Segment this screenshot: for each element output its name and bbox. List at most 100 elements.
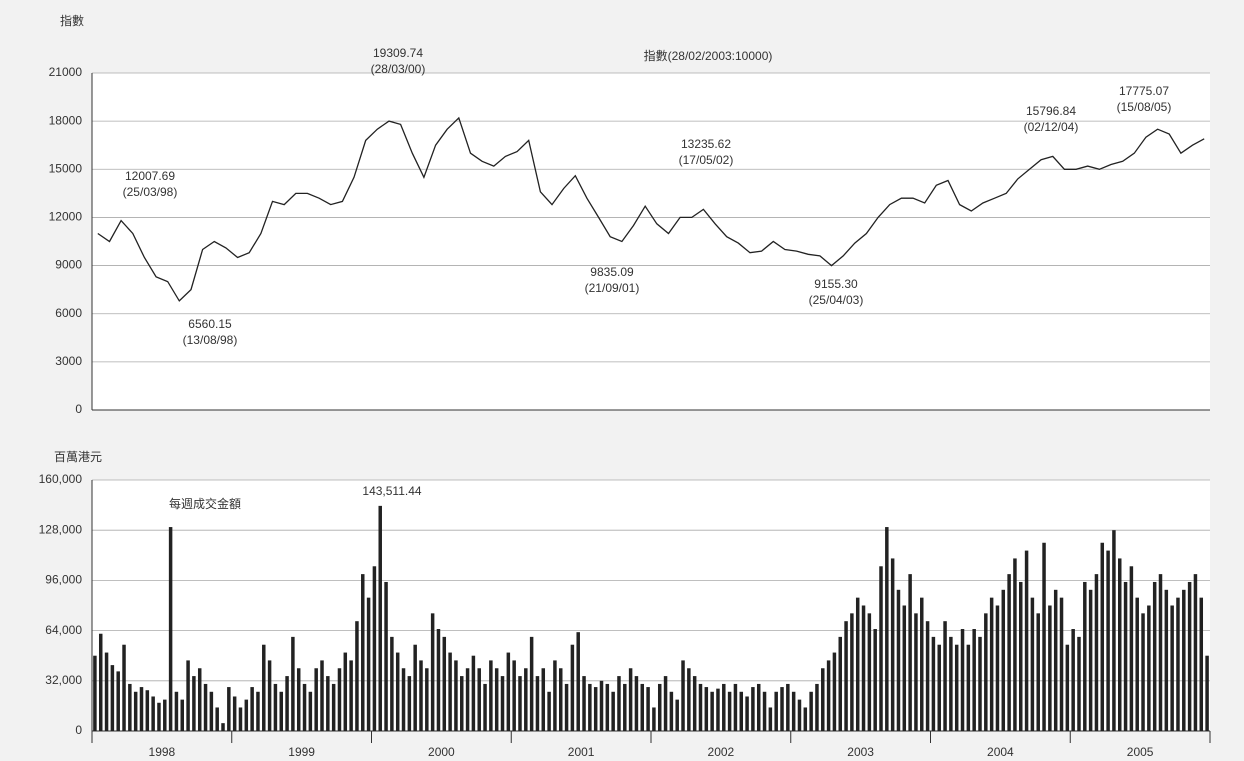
volume-bar xyxy=(756,683,761,731)
volume-bar xyxy=(116,671,120,731)
volume-bar xyxy=(314,668,318,731)
volume-bar xyxy=(1141,613,1145,731)
volume-bar xyxy=(564,683,569,731)
x-tick-label: 2005 xyxy=(1127,745,1154,759)
volume-bar xyxy=(722,683,726,731)
volume-bar xyxy=(331,683,336,731)
volume-bar xyxy=(203,683,208,731)
volume-bar xyxy=(1123,581,1128,731)
volume-bar xyxy=(180,699,185,731)
volume-bar xyxy=(908,574,912,731)
volume-bar xyxy=(949,636,953,731)
volume-bar xyxy=(797,699,802,731)
volume-bar xyxy=(698,683,703,731)
volume-bar xyxy=(1176,597,1180,731)
volume-bar xyxy=(267,660,272,731)
volume-bar xyxy=(657,683,662,731)
y-tick-label: 21000 xyxy=(49,65,83,79)
annotation-date: (13/08/98) xyxy=(183,333,238,347)
volume-bar xyxy=(1112,530,1116,731)
volume-bar xyxy=(611,691,615,731)
volume-bar xyxy=(192,676,196,731)
volume-bar xyxy=(1199,597,1204,731)
volume-bar xyxy=(524,668,528,731)
volume-bar xyxy=(821,668,825,731)
volume-bar xyxy=(349,660,353,731)
volume-bar xyxy=(465,668,470,731)
annotation-value: 9155.30 xyxy=(814,277,858,291)
volume-bar xyxy=(768,707,773,731)
volume-bar xyxy=(256,691,260,731)
y-tick-label: 9000 xyxy=(55,258,82,272)
volume-bar xyxy=(372,566,377,731)
volume-bar xyxy=(378,505,382,731)
volume-bar xyxy=(1065,644,1070,731)
volume-bar xyxy=(221,723,225,731)
volume-bar xyxy=(1152,581,1157,731)
volume-bar xyxy=(1100,542,1105,731)
y-tick-label: 64,000 xyxy=(45,623,82,637)
volume-bar xyxy=(460,676,464,731)
volume-bar xyxy=(1182,589,1186,731)
volume-bar xyxy=(558,668,563,731)
volume-bar xyxy=(954,644,959,731)
volume-bar xyxy=(541,668,546,731)
y-tick-label: 128,000 xyxy=(39,522,83,536)
volume-bar xyxy=(1158,574,1163,731)
volume-bar xyxy=(786,683,790,731)
volume-bar xyxy=(483,683,487,731)
volume-bar xyxy=(407,676,412,731)
x-tick-label: 2002 xyxy=(708,745,735,759)
volume-bar xyxy=(809,691,813,731)
volume-bar xyxy=(1036,613,1040,731)
volume-bar xyxy=(890,558,895,731)
volume-bar xyxy=(1019,581,1023,731)
volume-bar xyxy=(110,665,115,731)
volume-bar xyxy=(978,636,982,731)
volume-bar xyxy=(500,676,505,731)
volume-bar xyxy=(931,636,936,731)
volume-bar xyxy=(867,613,872,731)
x-tick-label: 2000 xyxy=(428,745,455,759)
volume-bar xyxy=(593,687,598,731)
volume-bar xyxy=(122,644,126,731)
volume-bar xyxy=(273,683,278,731)
volume-bar xyxy=(1147,605,1151,731)
volume-bar xyxy=(902,605,907,731)
volume-bar xyxy=(844,621,848,731)
x-tick-label: 2004 xyxy=(987,745,1014,759)
volume-bar xyxy=(727,691,732,731)
annotation-value: 9835.09 xyxy=(590,265,634,279)
volume-bar xyxy=(1094,574,1099,731)
volume-bar xyxy=(570,644,575,731)
x-tick-label: 1999 xyxy=(288,745,315,759)
y-tick-label: 12000 xyxy=(49,210,83,224)
y-tick-label: 18000 xyxy=(49,113,83,127)
volume-bar xyxy=(197,668,202,731)
volume-bar xyxy=(1135,597,1139,731)
y-axis-label: 指數 xyxy=(60,13,84,28)
volume-bar xyxy=(1117,558,1122,731)
volume-bar xyxy=(1193,574,1198,731)
volume-bar xyxy=(896,589,901,731)
volume-bar xyxy=(454,660,458,731)
volume-bar xyxy=(401,668,406,731)
volume-bar xyxy=(413,644,417,731)
volume-bar xyxy=(489,660,493,731)
volume-bar xyxy=(128,683,132,731)
volume-bar xyxy=(628,668,633,731)
volume-bar xyxy=(966,644,971,731)
volume-bar xyxy=(704,687,709,731)
volume-bar xyxy=(442,636,447,731)
volume-bar xyxy=(343,652,348,731)
x-tick-label: 1998 xyxy=(149,745,176,759)
y-tick-label: 6000 xyxy=(55,306,82,320)
volume-bar xyxy=(186,660,190,731)
volume-bar xyxy=(605,683,610,731)
volume-bar xyxy=(250,687,254,731)
volume-bar xyxy=(1106,550,1110,731)
volume-bar xyxy=(518,676,522,731)
volume-bar xyxy=(168,527,173,731)
volume-bar xyxy=(1001,589,1006,731)
volume-bar xyxy=(1024,550,1029,731)
